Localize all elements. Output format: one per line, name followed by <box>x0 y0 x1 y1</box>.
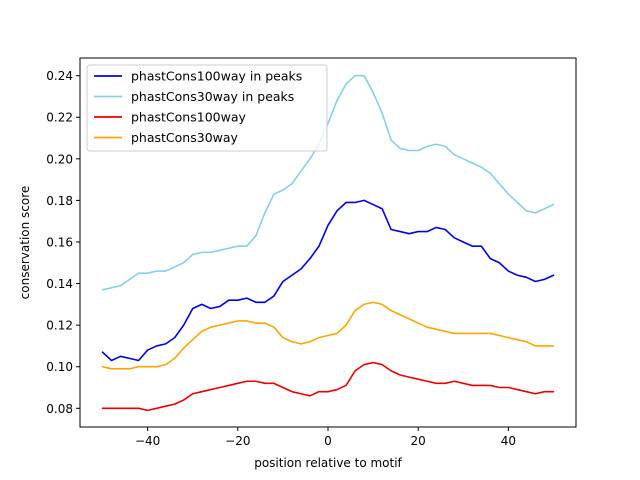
legend-label-2: phastCons100way <box>131 110 246 125</box>
series-line-3 <box>101 301 555 370</box>
y-tick-label: 0.20 <box>46 152 73 166</box>
x-tick-label: 20 <box>411 434 426 448</box>
y-tick-label: 0.10 <box>46 360 73 374</box>
y-tick-label: 0.14 <box>46 277 73 291</box>
legend-label-3: phastCons30way <box>131 130 239 145</box>
series-lines <box>101 74 555 412</box>
y-tick-label: 0.12 <box>46 319 73 333</box>
y-tick-label: 0.16 <box>46 235 73 249</box>
x-tick-label: 0 <box>324 434 332 448</box>
y-axis: 0.08 0.10 0.12 0.14 0.16 0.18 0.20 0.22 0.24 <box>46 69 80 416</box>
x-tick-label: −40 <box>135 434 160 448</box>
legend-box <box>86 64 328 152</box>
y-tick-label: 0.18 <box>46 194 73 208</box>
x-axis-label: position relative to motif <box>254 456 402 470</box>
x-axis: −40 −20 0 20 40 <box>135 427 516 448</box>
x-tick-label: −20 <box>225 434 250 448</box>
x-tick-label: 40 <box>501 434 516 448</box>
y-tick-label: 0.24 <box>46 69 73 83</box>
series-line-2 <box>101 361 555 412</box>
y-axis-label: conservation score <box>18 186 32 300</box>
y-tick-label: 0.08 <box>46 402 73 416</box>
series-line-1 <box>101 74 555 291</box>
y-tick-label: 0.22 <box>46 111 73 125</box>
legend-label-1: phastCons30way in peaks <box>131 89 294 104</box>
legend-label-0: phastCons100way in peaks <box>131 69 302 84</box>
series-line-0 <box>101 199 555 362</box>
legend: phastCons100way in peaks phastCons30way i… <box>86 64 328 152</box>
